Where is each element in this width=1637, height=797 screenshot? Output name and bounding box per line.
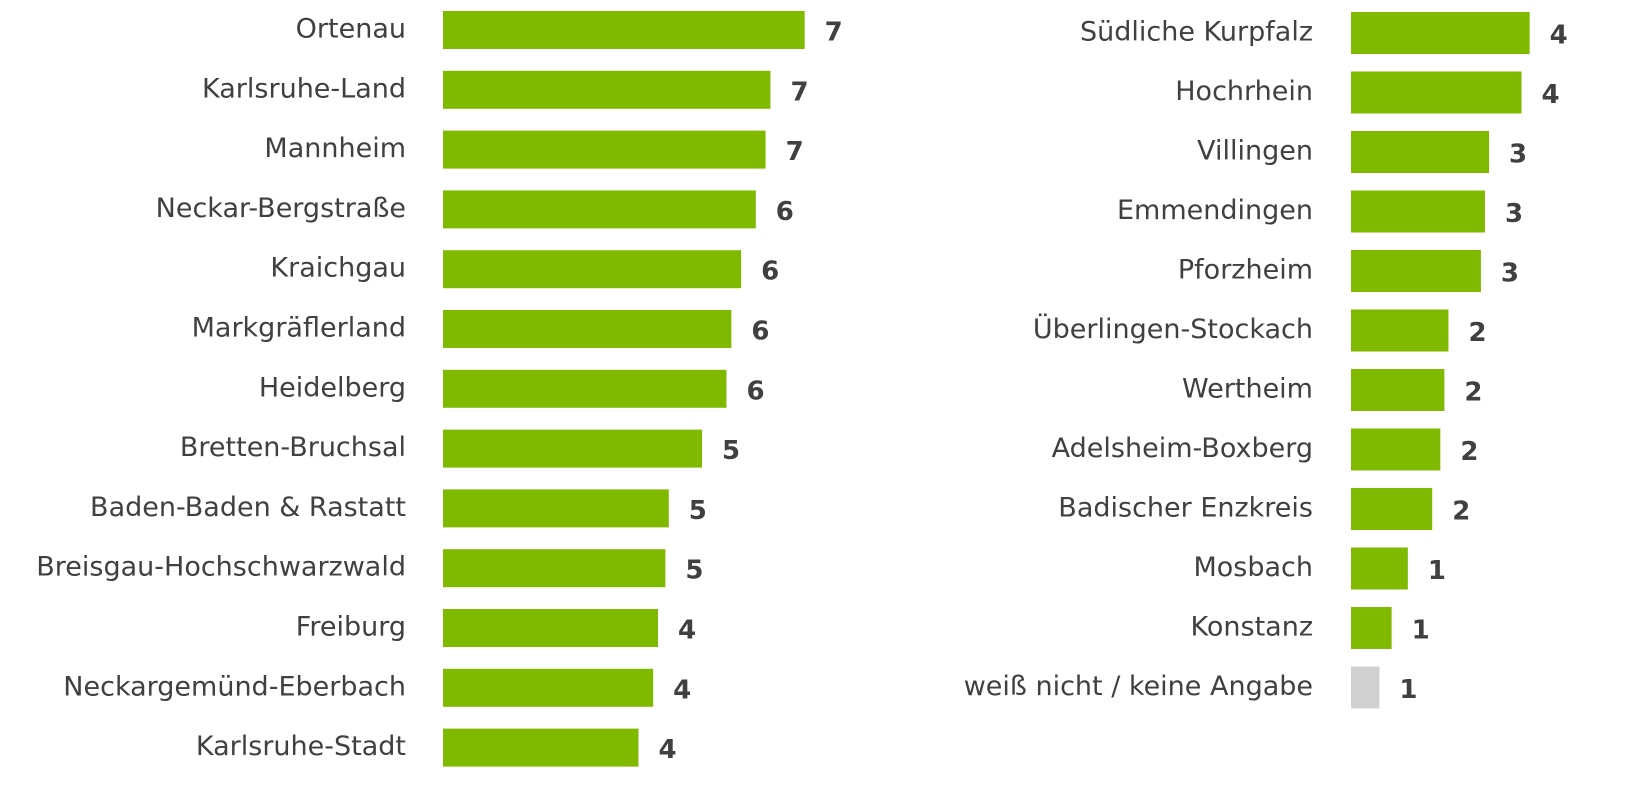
value-label: 1 — [1399, 675, 1417, 705]
bar — [1351, 190, 1485, 233]
value-label: 2 — [1452, 497, 1470, 527]
category-label: Überlingen-Stockach — [1033, 313, 1313, 345]
bar — [1351, 71, 1522, 114]
bar — [443, 609, 659, 647]
bar — [1351, 607, 1392, 649]
value-label: 3 — [1505, 199, 1523, 229]
category-label: Markgräflerland — [192, 313, 406, 344]
bar — [1351, 488, 1433, 530]
bar — [443, 489, 669, 528]
category-label: weiß nicht / keine Angabe — [964, 671, 1313, 702]
bar — [443, 130, 766, 169]
value-label: 5 — [722, 436, 740, 466]
category-label: Konstanz — [1191, 612, 1313, 643]
bar — [443, 250, 742, 289]
value-label: 6 — [776, 197, 794, 227]
value-label: 7 — [825, 18, 843, 48]
category-label: Mannheim — [264, 133, 406, 164]
category-label: Wertheim — [1182, 374, 1313, 405]
category-label: Ortenau — [296, 14, 406, 45]
bar — [1351, 547, 1408, 590]
value-label: 2 — [1468, 318, 1486, 348]
value-label: 6 — [761, 257, 779, 287]
value-label: 3 — [1509, 140, 1527, 170]
category-label: Kraichgau — [270, 253, 406, 284]
bar — [443, 310, 732, 348]
category-label: Mosbach — [1193, 552, 1313, 583]
bar — [443, 728, 639, 767]
bar — [443, 668, 654, 707]
category-label: Pforzheim — [1178, 255, 1313, 286]
bar — [1351, 131, 1490, 173]
bar — [443, 549, 666, 588]
bar — [1351, 250, 1481, 292]
bar — [1351, 666, 1380, 709]
value-label: 2 — [1460, 437, 1478, 467]
value-label: 4 — [1550, 21, 1568, 51]
value-label: 2 — [1464, 378, 1482, 408]
bar — [1351, 12, 1530, 54]
category-label: Freiburg — [296, 612, 406, 643]
bar — [1351, 428, 1441, 471]
bar — [443, 190, 756, 229]
category-label: Heidelberg — [259, 372, 406, 403]
value-label: 5 — [685, 556, 703, 586]
value-label: 3 — [1501, 259, 1519, 289]
category-label: Südliche Kurpfalz — [1080, 17, 1313, 48]
bar — [1351, 309, 1449, 352]
value-label: 1 — [1412, 616, 1430, 646]
category-label: Neckar-Bergstraße — [156, 193, 406, 224]
value-label: 7 — [790, 77, 808, 107]
category-label: Badischer Enzkreis — [1058, 493, 1313, 524]
category-label: Breisgau-Hochschwarzwald — [36, 552, 406, 583]
bar — [443, 369, 727, 408]
value-label: 5 — [689, 496, 707, 526]
category-label: Adelsheim-Boxberg — [1052, 433, 1313, 464]
value-label: 4 — [673, 675, 691, 705]
category-label: Bretten-Bruchsal — [180, 432, 406, 463]
value-label: 1 — [1428, 556, 1446, 586]
value-label: 4 — [1542, 80, 1560, 110]
bar — [443, 70, 771, 109]
category-label: Neckargemünd-Eberbach — [63, 671, 406, 702]
value-label: 6 — [746, 376, 764, 406]
category-label: Emmendingen — [1117, 195, 1313, 226]
category-label: Baden-Baden & Rastatt — [90, 492, 406, 523]
value-label: 7 — [786, 137, 804, 167]
category-label: Karlsruhe-Stadt — [196, 731, 406, 762]
bar — [1351, 369, 1445, 411]
value-label: 4 — [678, 616, 696, 646]
bar — [443, 11, 805, 49]
bar — [443, 429, 703, 468]
category-label: Villingen — [1197, 136, 1313, 167]
value-label: 4 — [659, 735, 677, 765]
category-label: Karlsruhe-Land — [202, 73, 406, 104]
category-label: Hochrhein — [1175, 76, 1313, 107]
value-label: 6 — [751, 317, 769, 347]
